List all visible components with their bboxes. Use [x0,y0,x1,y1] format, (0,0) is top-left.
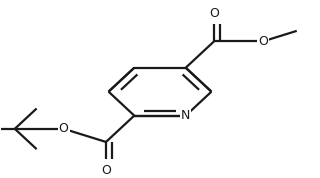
Text: N: N [181,109,190,122]
Text: O: O [258,35,268,48]
Text: O: O [209,7,219,20]
Text: O: O [101,164,111,177]
Text: O: O [59,122,68,135]
